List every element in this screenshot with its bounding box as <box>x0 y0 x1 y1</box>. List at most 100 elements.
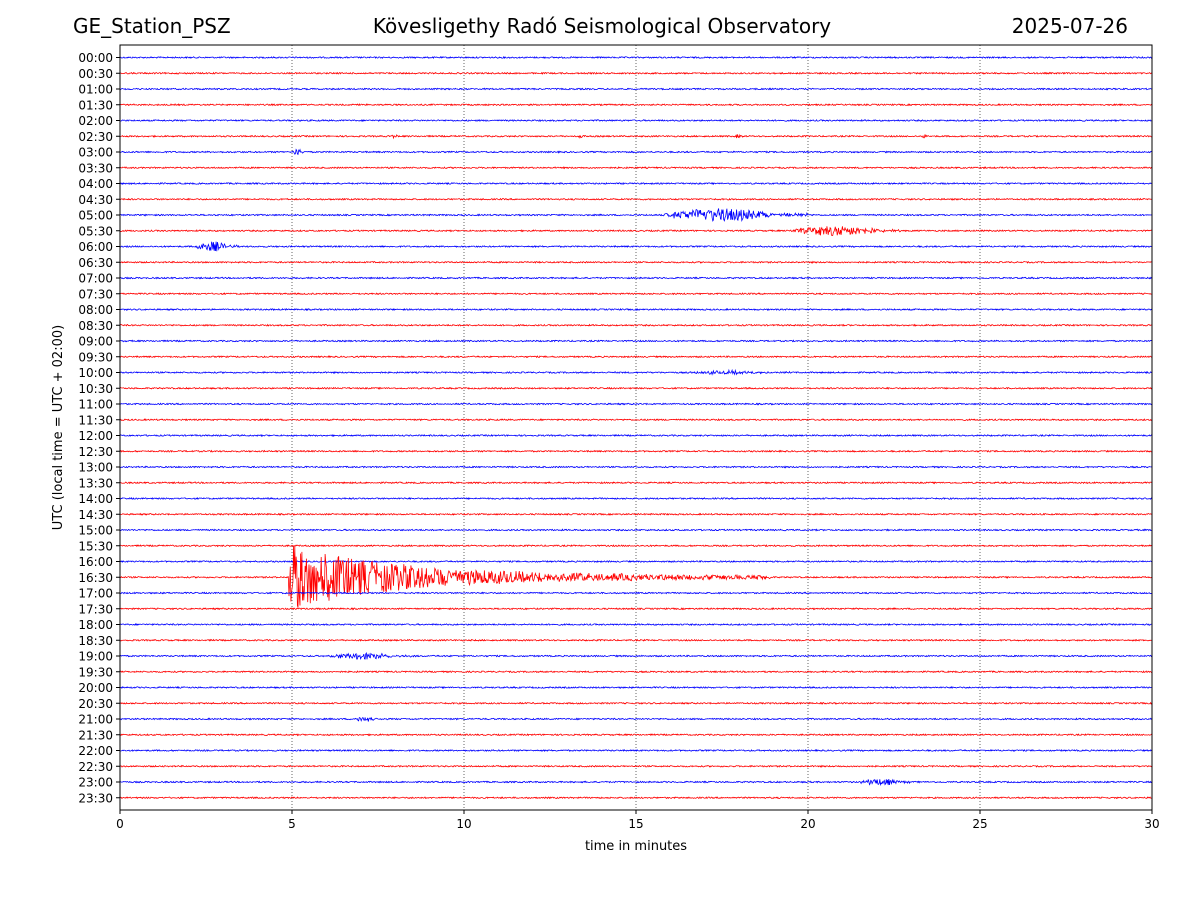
trace-line <box>119 226 1153 237</box>
trace-line <box>119 622 1153 627</box>
trace-line <box>119 652 1153 660</box>
trace-line <box>119 103 1153 107</box>
y-tick-label: 16:30 <box>78 571 113 585</box>
trace-line <box>119 323 1153 327</box>
trace-line <box>119 181 1153 186</box>
y-tick-label: 12:30 <box>78 445 113 459</box>
trace-line <box>119 512 1153 516</box>
y-tick-label: 15:30 <box>78 539 113 553</box>
x-tick-label: 20 <box>800 817 815 831</box>
x-tick-label: 30 <box>1144 817 1159 831</box>
trace-line <box>119 386 1153 390</box>
trace-line <box>119 607 1153 611</box>
trace-line <box>119 433 1153 438</box>
trace-line <box>119 465 1153 469</box>
trace-line <box>119 241 1153 252</box>
trace-line <box>119 544 1153 548</box>
trace-line <box>119 796 1153 800</box>
trace-line <box>119 418 1153 422</box>
y-tick-label: 08:30 <box>78 319 113 333</box>
y-tick-label: 13:30 <box>78 476 113 490</box>
y-tick-label: 11:30 <box>78 413 113 427</box>
y-tick-label: 03:30 <box>78 161 113 175</box>
trace-line <box>119 559 1153 564</box>
trace-line <box>119 166 1153 170</box>
y-tick-label: 19:30 <box>78 665 113 679</box>
trace-line <box>119 276 1153 280</box>
y-tick-label: 12:00 <box>78 429 113 443</box>
y-tick-label: 10:30 <box>78 382 113 396</box>
grid-lines <box>291 45 981 810</box>
y-tick-label: 11:00 <box>78 398 113 412</box>
trace-line <box>119 701 1153 705</box>
trace-line <box>119 545 1153 608</box>
trace-line <box>119 764 1153 768</box>
y-tick-label: 13:00 <box>78 461 113 475</box>
trace-line <box>119 55 1153 60</box>
trace-line <box>119 670 1153 674</box>
y-tick-label: 19:00 <box>78 650 113 664</box>
record-date: 2025-07-26 <box>1011 14 1128 38</box>
trace-line <box>119 307 1153 312</box>
y-tick-label: 04:00 <box>78 177 113 191</box>
y-tick-label: 00:00 <box>78 51 113 65</box>
x-tick-label: 15 <box>628 817 643 831</box>
y-tick-label: 09:00 <box>78 335 113 349</box>
trace-line <box>119 118 1153 123</box>
x-tick-label: 0 <box>116 817 124 831</box>
y-tick-label: 06:00 <box>78 240 113 254</box>
trace-line <box>119 733 1153 737</box>
y-tick-label: 10:00 <box>78 366 113 380</box>
y-tick-label: 01:30 <box>78 98 113 112</box>
y-tick-label: 17:00 <box>78 587 113 601</box>
y-tick-label: 20:30 <box>78 697 113 711</box>
y-tick-label: 21:00 <box>78 713 113 727</box>
trace-line <box>119 355 1153 359</box>
y-tick-label: 22:30 <box>78 760 113 774</box>
y-tick-label: 18:30 <box>78 634 113 648</box>
trace-line <box>119 368 1153 376</box>
trace-line <box>119 292 1153 296</box>
trace-line <box>119 778 1153 787</box>
y-tick-label: 20:00 <box>78 681 113 695</box>
y-tick-label: 22:00 <box>78 744 113 758</box>
trace-line <box>119 748 1153 753</box>
y-tick-label: 01:00 <box>78 83 113 97</box>
station-name: GE_Station_PSZ <box>73 14 231 38</box>
y-tick-label: 07:30 <box>78 287 113 301</box>
trace-line <box>119 339 1153 343</box>
y-tick-label: 14:30 <box>78 508 113 522</box>
trace-line <box>119 133 1153 140</box>
trace-line <box>119 716 1153 722</box>
y-tick-label: 07:00 <box>78 272 113 286</box>
y-axis-label: UTC (local time = UTC + 02:00) <box>51 325 66 530</box>
x-tick-label: 25 <box>972 817 987 831</box>
x-tick-label: 10 <box>456 817 471 831</box>
x-axis: 0 5 10 15 20 25 30 <box>116 810 1160 831</box>
trace-line <box>119 497 1153 501</box>
y-tick-label: 02:00 <box>78 114 113 128</box>
trace-line <box>119 197 1153 201</box>
trace-line <box>119 260 1153 264</box>
trace-line <box>119 481 1153 485</box>
trace-line <box>119 591 1153 595</box>
trace-line <box>119 685 1153 690</box>
y-tick-label: 06:30 <box>78 256 113 270</box>
y-tick-label: 23:00 <box>78 776 113 790</box>
trace-line <box>119 528 1153 532</box>
y-tick-label: 04:30 <box>78 193 113 207</box>
trace-line <box>119 71 1153 75</box>
y-tick-label: 23:30 <box>78 791 113 805</box>
x-tick-label: 5 <box>288 817 296 831</box>
trace-line <box>119 208 1153 222</box>
y-tick-label: 09:30 <box>78 350 113 364</box>
trace-line <box>119 638 1153 642</box>
y-tick-label: 21:30 <box>78 728 113 742</box>
trace-group <box>119 55 1153 800</box>
trace-line <box>119 402 1153 406</box>
y-tick-label: 14:00 <box>78 492 113 506</box>
y-tick-label: 15:00 <box>78 524 113 538</box>
trace-line <box>119 87 1153 91</box>
trace-line <box>119 449 1153 453</box>
